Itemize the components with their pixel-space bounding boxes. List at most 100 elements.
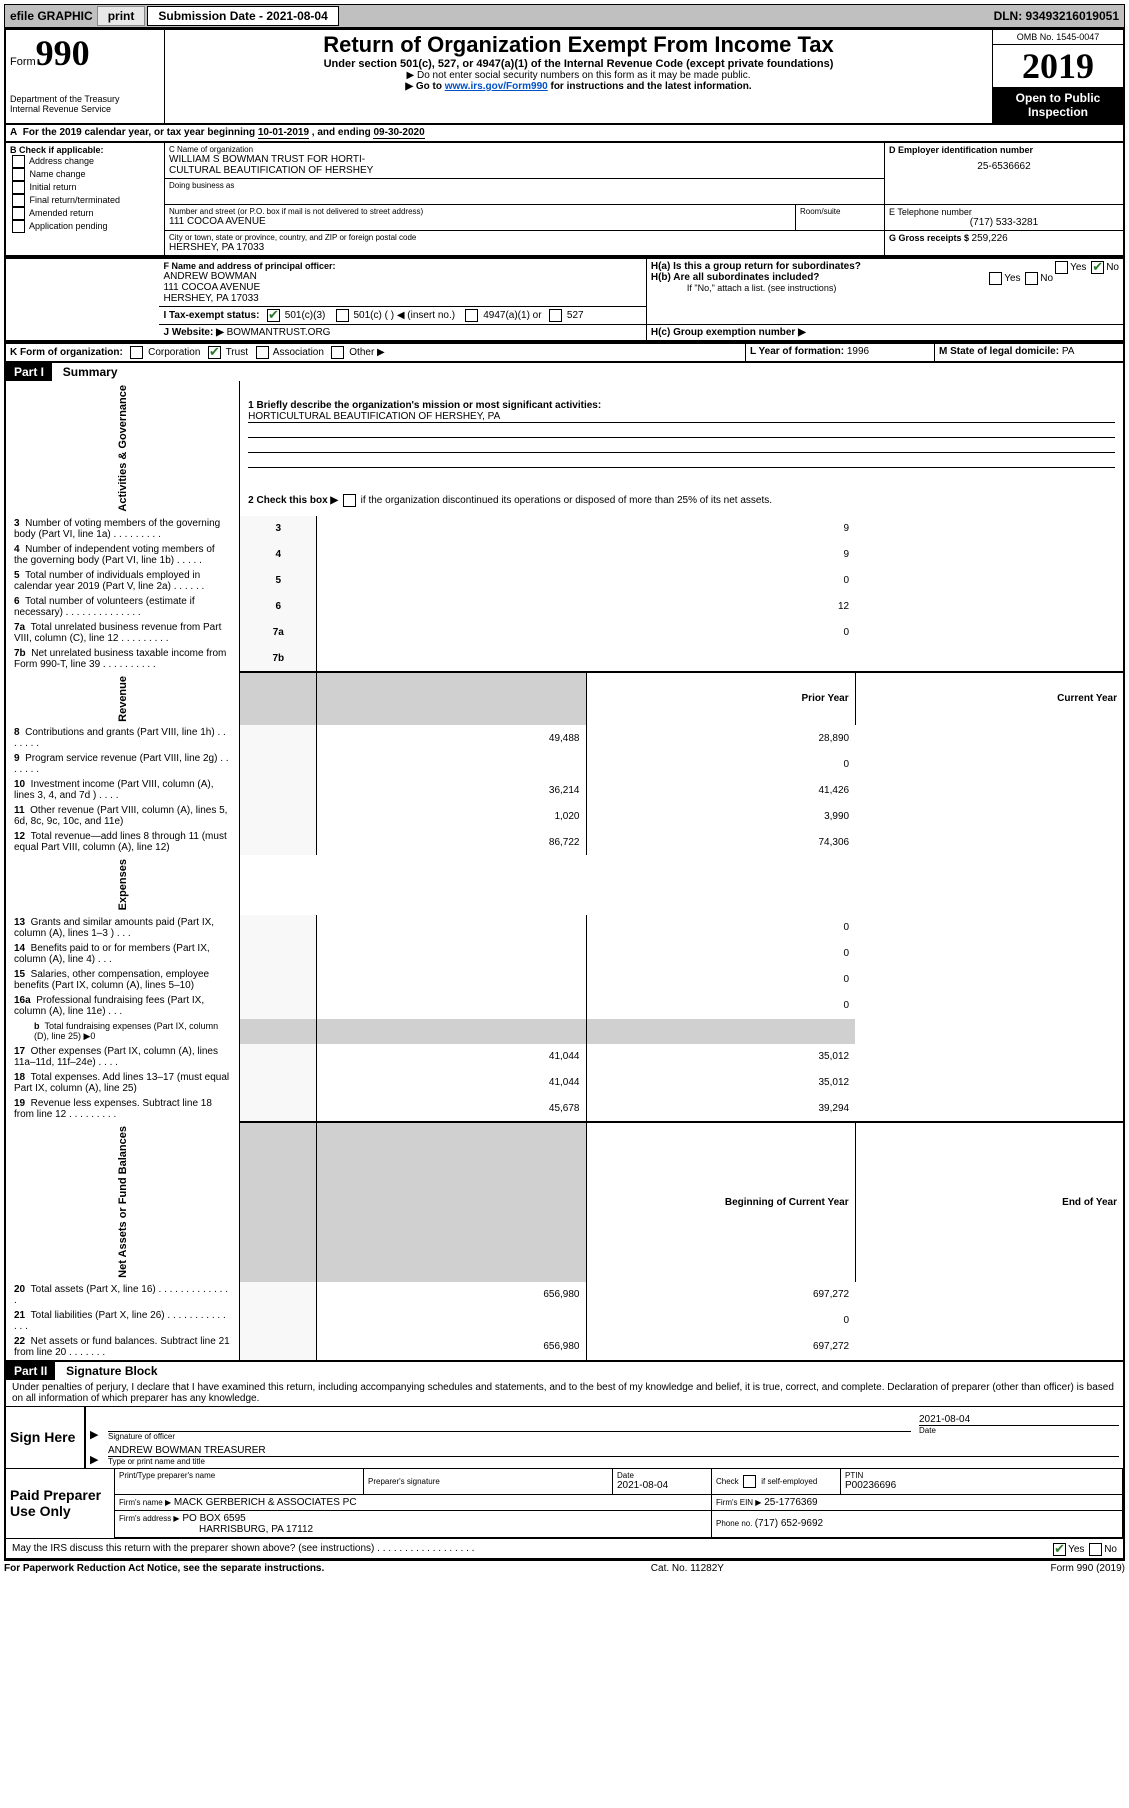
501c3-checkbox[interactable]	[267, 309, 280, 322]
col-current: Current Year	[855, 672, 1123, 726]
footer-right: Form 990 (2019)	[1051, 1563, 1125, 1574]
gov-row: 4 Number of independent voting members o…	[6, 542, 1123, 568]
prep-date-label: Date	[617, 1471, 707, 1480]
sign-here-table: Sign Here ▶ Signature of officer 2021-08…	[6, 1407, 1123, 1468]
hb-row: H(b) Are all subordinates included? Yes …	[651, 272, 1119, 283]
firm-addr1: PO BOX 6595	[182, 1513, 245, 1524]
box-b-checkbox[interactable]	[12, 181, 25, 194]
tax-exempt-label: I Tax-exempt status:	[163, 310, 259, 321]
part1-title: Summary	[55, 365, 118, 379]
officer-addr1: 111 COCOA AVENUE	[163, 282, 641, 293]
self-employed-checkbox[interactable]	[743, 1475, 756, 1488]
tax-year: 2019	[993, 45, 1123, 87]
gov-section-label: Activities & Governance	[6, 381, 240, 516]
4947-checkbox[interactable]	[465, 309, 478, 322]
website-label: J Website: ▶	[163, 327, 223, 338]
form-prefix: Form	[10, 56, 36, 68]
trust-checkbox[interactable]	[208, 346, 221, 359]
501c-checkbox[interactable]	[336, 309, 349, 322]
state-domicile: PA	[1062, 346, 1075, 357]
irs-label: Internal Revenue Service	[10, 104, 160, 114]
527-checkbox[interactable]	[549, 309, 562, 322]
sign-here-label: Sign Here	[6, 1407, 85, 1468]
print-button[interactable]: print	[97, 6, 146, 26]
ha-yes-checkbox[interactable]	[1055, 261, 1068, 274]
data-row: 20 Total assets (Part X, line 16) . . . …	[6, 1282, 1123, 1308]
hb-yes-checkbox[interactable]	[989, 272, 1002, 285]
box-b-checkbox[interactable]	[12, 207, 25, 220]
open-public-label: Open to Public Inspection	[993, 87, 1123, 123]
form-title: Return of Organization Exempt From Incom…	[169, 32, 988, 58]
dln-label: DLN: 93493216019051	[990, 9, 1123, 23]
corp-checkbox[interactable]	[130, 346, 143, 359]
ha-no-checkbox[interactable]	[1091, 261, 1104, 274]
data-row: 21 Total liabilities (Part X, line 26) .…	[6, 1308, 1123, 1334]
box-b-label: B Check if applicable:	[10, 145, 160, 155]
data-row: 10 Investment income (Part VIII, column …	[6, 777, 1123, 803]
footer-mid: Cat. No. 11282Y	[651, 1563, 724, 1574]
part1-table: Activities & Governance 1 Briefly descri…	[6, 381, 1123, 1360]
line1-label: 1 Briefly describe the organization's mi…	[248, 400, 1115, 411]
gov-row: 7a Total unrelated business revenue from…	[6, 620, 1123, 646]
sig-date: 2021-08-04	[919, 1414, 1119, 1425]
col-end: End of Year	[855, 1122, 1123, 1282]
data-row: 15 Salaries, other compensation, employe…	[6, 967, 1123, 993]
submission-date: Submission Date - 2021-08-04	[147, 6, 338, 26]
prep-phone-label: Phone no.	[716, 1519, 755, 1528]
part2-title: Signature Block	[58, 1364, 157, 1378]
phone-label: E Telephone number	[889, 207, 1119, 217]
discuss-no-checkbox[interactable]	[1089, 1543, 1102, 1556]
data-row: 13 Grants and similar amounts paid (Part…	[6, 915, 1123, 941]
hb-no-checkbox[interactable]	[1025, 272, 1038, 285]
discuss-yes-checkbox[interactable]	[1053, 1543, 1066, 1556]
box-b-checkbox[interactable]	[12, 220, 25, 233]
firm-ein: 25-1776369	[764, 1497, 817, 1508]
box-b-checkbox[interactable]	[12, 194, 25, 207]
data-row: 11 Other revenue (Part VIII, column (A),…	[6, 803, 1123, 829]
street-label: Number and street (or P.O. box if mail i…	[169, 207, 791, 216]
data-row: 12 Total revenue—add lines 8 through 11 …	[6, 829, 1123, 855]
discontinued-checkbox[interactable]	[343, 494, 356, 507]
dept-label: Department of the Treasury	[10, 94, 160, 104]
box-b-checkbox[interactable]	[12, 168, 25, 181]
data-row: 17 Other expenses (Part IX, column (A), …	[6, 1044, 1123, 1070]
box-b-item: Name change	[10, 168, 160, 181]
org-name1: WILLIAM S BOWMAN TRUST FOR HORTI-	[169, 154, 880, 165]
efile-label: efile GRAPHIC	[6, 9, 97, 23]
box-m-label: M State of legal domicile:	[939, 346, 1062, 357]
paid-preparer-table: Paid Preparer Use Only Print/Type prepar…	[6, 1468, 1123, 1538]
room-label: Room/suite	[800, 207, 880, 216]
officer-addr2: HERSHEY, PA 17033	[163, 293, 641, 304]
dba-label: Doing business as	[169, 181, 880, 190]
check-self-label: Check	[716, 1477, 739, 1486]
box-b-item: Final return/terminated	[10, 194, 160, 207]
city-value: HERSHEY, PA 17033	[169, 242, 880, 253]
part1-header: Part I	[6, 363, 52, 381]
rev-section-label: Revenue	[6, 672, 240, 726]
data-row: 19 Revenue less expenses. Subtract line …	[6, 1096, 1123, 1122]
prep-sig-label: Preparer's signature	[368, 1477, 608, 1486]
print-name-label: Print/Type preparer's name	[119, 1471, 359, 1480]
col-begin: Beginning of Current Year	[586, 1122, 855, 1282]
line2-suffix: if the organization discontinued its ope…	[361, 496, 772, 507]
declaration: Under penalties of perjury, I declare th…	[6, 1380, 1123, 1407]
year-formation: 1996	[847, 346, 869, 357]
assoc-checkbox[interactable]	[256, 346, 269, 359]
instructions-link[interactable]: www.irs.gov/Form990	[445, 81, 548, 92]
firm-ein-label: Firm's EIN ▶	[716, 1498, 761, 1507]
other-checkbox[interactable]	[331, 346, 344, 359]
sig-officer-label: Signature of officer	[108, 1432, 175, 1441]
paid-preparer-label: Paid Preparer Use Only	[6, 1468, 115, 1537]
exp-section-label: Expenses	[6, 855, 240, 914]
gov-row: 5 Total number of individuals employed i…	[6, 568, 1123, 594]
gross-label: G Gross receipts $	[889, 233, 972, 243]
mission-text: HORTICULTURAL BEAUTIFICATION OF HERSHEY,…	[248, 411, 1115, 423]
firm-name: MACK GERBERICH & ASSOCIATES PC	[174, 1497, 357, 1508]
self-emp-label: if self-employed	[761, 1477, 817, 1486]
box-b-item: Application pending	[10, 220, 160, 233]
form-note2: ▶ Go to www.irs.gov/Form990 for instruct…	[169, 81, 988, 92]
omb-label: OMB No. 1545-0047	[993, 30, 1123, 45]
box-b-item: Amended return	[10, 207, 160, 220]
gov-row: 6 Total number of volunteers (estimate i…	[6, 594, 1123, 620]
box-b-checkbox[interactable]	[12, 155, 25, 168]
